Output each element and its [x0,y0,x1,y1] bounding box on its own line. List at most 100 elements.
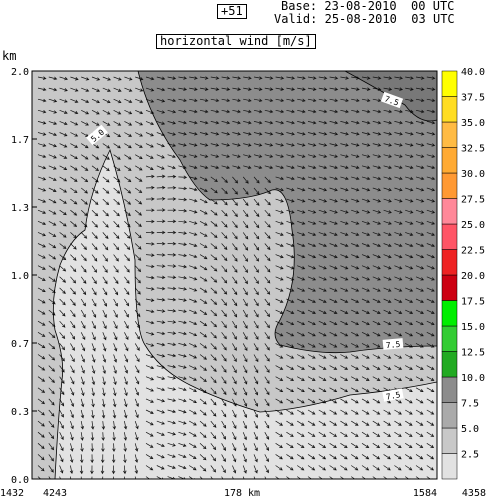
wind-vector [80,198,88,205]
wind-vector [59,254,67,261]
wind-vector [232,332,237,340]
wind-vector [135,109,144,115]
colorbar-label: 35.0 [461,118,485,129]
wind-vector [70,443,74,452]
wind-vector [297,287,306,292]
wind-vector [199,309,208,316]
wind-vector [351,209,360,214]
wind-vector [156,143,165,148]
wind-vector [156,431,165,436]
wind-vector [70,343,75,351]
wind-vector [59,443,64,452]
colorbar-cell [441,453,458,480]
wind-vector [80,387,85,397]
wind-vector [286,98,295,103]
wind-vector [394,454,402,460]
wind-vector [329,98,339,103]
wind-vector [189,143,198,147]
wind-vector [405,98,414,103]
wind-vector [329,387,338,393]
wind-vector [253,343,259,351]
wind-vector [394,365,403,370]
wind-vector [145,454,154,459]
wind-vector [297,165,306,169]
wind-vector [80,376,85,386]
wind-vector [361,98,371,103]
wind-vector [101,409,106,419]
y-tick-label: 0.7 [11,339,29,350]
wind-vector [210,454,217,462]
wind-vector [286,354,295,359]
wind-vector [113,276,119,285]
wind-vector [210,120,220,125]
wind-vector [210,154,220,158]
wind-vector [340,87,350,91]
wind-vector [59,121,68,126]
wind-vector [167,154,176,159]
wind-vector [134,343,140,351]
wind-vector [372,176,382,181]
wind-vector [351,343,359,348]
wind-vector [90,421,95,430]
wind-vector [297,343,305,348]
wind-vector [91,387,95,397]
wind-vector [415,165,425,169]
wind-vector [264,143,274,147]
wind-vector [221,165,231,169]
wind-vector [264,109,274,114]
wind-vector [167,454,176,458]
wind-vector [145,230,155,235]
wind-vector [426,76,436,80]
wind-vector [394,232,403,236]
wind-vector [297,98,306,103]
wind-vector [48,121,58,125]
wind-vector [415,209,425,214]
wind-vector [123,432,128,441]
wind-vector [134,420,139,430]
wind-vector [307,254,317,259]
wind-vector [297,387,305,393]
wind-vector [361,76,371,80]
wind-vector [351,265,360,270]
wind-vector [80,365,85,374]
wind-vector [372,343,381,348]
wind-vector [340,354,349,359]
wind-vector [415,109,425,114]
wind-vector [340,176,349,181]
wind-vector [221,76,231,80]
wind-vector [264,332,270,340]
wind-vector [135,176,143,182]
wind-vector [221,287,228,295]
wind-vector [361,343,370,348]
wind-vector [232,265,238,273]
wind-vector [59,265,67,272]
wind-vector [70,454,74,463]
wind-vector [81,87,90,92]
wind-vector [59,420,64,429]
colorbar-cell [441,198,458,225]
wind-vector [329,354,338,359]
wind-vector [361,454,370,460]
wind-vector [426,298,435,303]
wind-vector [221,276,228,284]
wind-vector [405,320,414,326]
wind-vector [383,309,392,314]
wind-vector [232,309,238,318]
wind-vector [286,176,295,181]
wind-vector [297,465,305,471]
wind-vector [297,276,306,281]
wind-vector [167,76,177,80]
wind-vector [167,331,177,335]
wind-vector [145,331,155,336]
wind-vector [264,443,269,451]
wind-vector [372,265,381,270]
wind-vector [145,465,154,471]
wind-vector [426,143,436,147]
wind-vector [264,87,274,91]
wind-vector [199,409,207,416]
wind-vector [372,120,382,125]
wind-vector [243,154,252,158]
wind-vector [351,132,360,136]
wind-vector [178,387,187,392]
wind-vector [275,232,284,236]
